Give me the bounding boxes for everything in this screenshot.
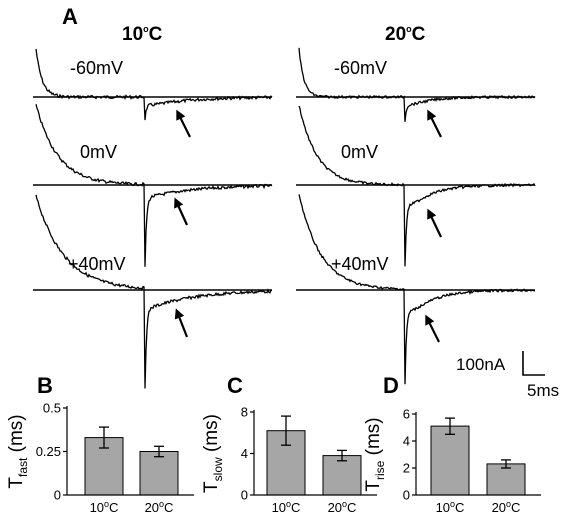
trace-20c-neg60-line: [298, 47, 536, 122]
panel-letter-c: C: [227, 373, 243, 398]
y-axis-label-c: Tslow (ms): [201, 414, 225, 493]
bar-d-2: [486, 463, 526, 496]
bar-chart-c: C 10oC 20oC 0 4 8 Tslow (ms): [201, 373, 377, 515]
column-title-20c-sup: o: [406, 24, 412, 34]
panel-letter-d: D: [383, 373, 399, 398]
error-bar-d-2: [501, 459, 511, 469]
scale-bar-time: 5ms: [527, 381, 559, 400]
arrow-10c-0: [174, 197, 189, 226]
trace-20c-pos40: [298, 194, 536, 385]
trace-10c-pos40-line: [35, 194, 273, 389]
panel-letter-a: A: [62, 4, 78, 29]
y-tick-label-b-0: 0: [54, 488, 61, 503]
y-tick-label-d-1: 2: [403, 461, 410, 476]
arrow-20c-pos40: [425, 314, 440, 343]
column-title-10c-num: 10: [122, 24, 143, 45]
x-tick-label-d-2: 20oC: [492, 499, 521, 515]
x-tick-label-c-1: 10oC: [272, 499, 301, 515]
arrow-20c-neg60: [427, 109, 442, 138]
scale-bar-lines: [522, 351, 545, 376]
y-tick-label-c-2: 8: [241, 405, 248, 420]
trace-20c-pos40-line: [298, 194, 536, 385]
y-axis-label-b: Tfast (ms): [6, 414, 30, 488]
x-tick-label-c-2: 20oC: [328, 499, 357, 515]
x-tick-label-d-1: 10oC: [436, 499, 465, 515]
column-title-10c: 10oC: [122, 24, 163, 45]
bar-c-2: [322, 455, 362, 496]
label-20c-pos40mv: +40mV: [331, 254, 389, 274]
trace-10c-0-line: [35, 104, 273, 267]
error-bar-d-1: [445, 417, 455, 435]
y-tick-label-b-2: 0.5: [43, 401, 61, 416]
y-tick-label-b-1: 0.25: [36, 444, 61, 459]
trace-10c-0: [35, 104, 273, 267]
column-title-10c-unit: C: [149, 24, 163, 45]
label-10c-pos40mv: +40mV: [68, 254, 126, 274]
column-title-20c: 20oC: [385, 24, 426, 45]
column-title-10c-sup: o: [143, 24, 149, 34]
y-tick-label-d-0: 0: [403, 488, 410, 503]
y-tick-label-d-3: 6: [403, 407, 410, 422]
error-bar-b-1: [99, 426, 109, 449]
trace-20c-0: [298, 105, 536, 267]
arrow-10c-neg60: [176, 109, 191, 138]
bar-d-1: [430, 425, 470, 496]
trace-20c-neg60: [298, 47, 536, 122]
label-10c-neg60mv: -60mV: [70, 58, 123, 78]
scale-bar: 100nA 5ms: [456, 351, 559, 400]
arrow-10c-pos40: [174, 308, 189, 338]
trace-10c-pos40: [35, 194, 273, 389]
error-bar-c-2: [337, 449, 347, 462]
trace-10c-neg60: [35, 48, 273, 121]
y-tick-label-d-2: 4: [403, 434, 410, 449]
bar-chart-d: D 10oC 20oC 0 2 4 6 Trise (ms): [363, 373, 541, 515]
arrows: [174, 109, 442, 343]
label-20c-neg60mv: -60mV: [334, 58, 387, 78]
y-axis-label-d: Trise (ms): [363, 417, 387, 491]
label-10c-0mv: 0mV: [80, 142, 117, 162]
x-tick-label-b-2: 20oC: [145, 499, 174, 515]
error-bar-c-1: [281, 415, 291, 446]
y-tick-label-c-0: 0: [241, 488, 248, 503]
error-bar-b-2: [154, 445, 164, 458]
x-tick-label-b-1: 10oC: [90, 499, 119, 515]
scale-bar-current: 100nA: [456, 355, 506, 374]
bar-b-2: [139, 451, 179, 496]
bar-chart-b: B 10oC 20oC 0 0.25 0.5 Tfast (ms): [6, 373, 194, 515]
column-title-20c-num: 20: [385, 24, 406, 45]
label-20c-0mv: 0mV: [341, 142, 378, 162]
panel-letter-b: B: [37, 373, 53, 398]
arrow-20c-0: [427, 208, 442, 238]
column-title-20c-unit: C: [412, 24, 426, 45]
y-tick-label-c-1: 4: [241, 446, 248, 461]
trace-20c-0-line: [298, 105, 536, 267]
trace-10c-neg60-line: [35, 48, 273, 121]
